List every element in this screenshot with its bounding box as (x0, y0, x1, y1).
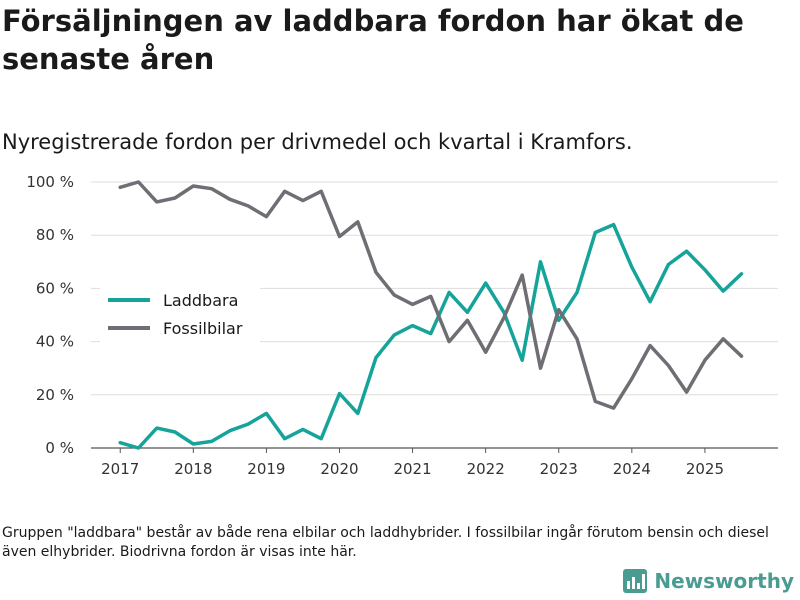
brand-name: Newsworthy (654, 569, 794, 593)
y-tick-label: 20 % (36, 386, 74, 404)
y-tick-label: 40 % (36, 333, 74, 351)
legend-label-fossilbilar: Fossilbilar (163, 319, 243, 338)
series-line-fossilbilar (118, 180, 744, 410)
brand-logo: Newsworthy (622, 568, 794, 594)
footnote: Gruppen "laddbara" består av både rena e… (2, 525, 769, 560)
x-tick-label: 2022 (467, 460, 505, 478)
line-chart: 0 % 20 % 40 % 60 % 80 % 100 % 2017 2018 2019 202… (26, 173, 778, 478)
data-series (118, 180, 744, 450)
x-tick-label: 2024 (613, 460, 651, 478)
y-axis: 0 % 20 % 40 % 60 % 80 % 100 % (26, 173, 74, 457)
newsworthy-logo-icon (623, 569, 648, 593)
y-tick-label: 80 % (36, 226, 74, 244)
x-tick-label: 2020 (320, 460, 358, 478)
y-tick-label: 60 % (36, 279, 74, 297)
chart-title: Försäljningen av laddbara fordon har öka… (2, 4, 744, 76)
y-tick-label: 100 % (26, 173, 74, 191)
y-tick-label: 0 % (45, 439, 74, 457)
x-tick-label: 2025 (686, 460, 724, 478)
legend: Laddbara Fossilbilar (100, 284, 260, 346)
x-axis: 2017 2018 2019 2020 2021 2022 2023 2024 2025 (101, 448, 724, 478)
x-tick-label: 2017 (101, 460, 139, 478)
chart-subtitle: Nyregistrerade fordon per drivmedel och … (2, 130, 633, 154)
x-tick-label: 2021 (393, 460, 431, 478)
x-tick-label: 2018 (174, 460, 212, 478)
legend-background (100, 284, 260, 346)
x-tick-label: 2019 (247, 460, 285, 478)
x-tick-label: 2023 (540, 460, 578, 478)
legend-label-laddbara: Laddbara (163, 291, 238, 310)
series-line-laddbara (118, 222, 744, 450)
